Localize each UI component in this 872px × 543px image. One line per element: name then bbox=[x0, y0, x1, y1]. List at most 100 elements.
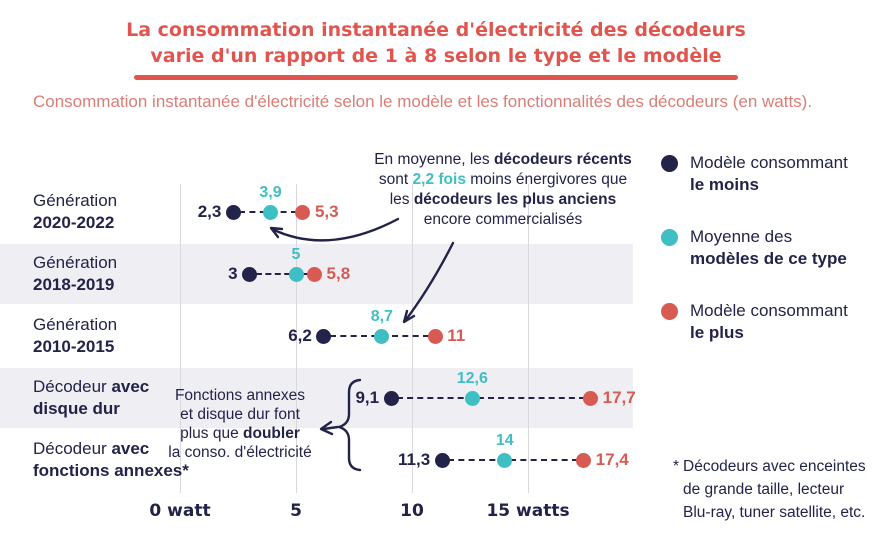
text-segment: En moyenne, les bbox=[374, 151, 494, 168]
legend-label: Moyenne des modèles de ce type bbox=[690, 226, 847, 270]
annotation-line: plus que doubler bbox=[156, 424, 324, 443]
text-segment: décodeurs les plus anciens bbox=[413, 191, 617, 208]
max-value-label: 5,8 bbox=[326, 264, 351, 283]
min-value-label: 2,3 bbox=[197, 202, 222, 221]
footnote-line: Blu-ray, tuner satellite, etc. bbox=[683, 504, 866, 521]
text-segment: Génération bbox=[33, 191, 118, 210]
min-value-label: 9,1 bbox=[355, 388, 380, 407]
avg-dot bbox=[374, 328, 390, 344]
legend-item: Moyenne des modèles de ce type bbox=[661, 226, 847, 270]
row-label-line: Décodeur avec bbox=[33, 376, 149, 398]
avg-value-label: 14 bbox=[495, 432, 514, 449]
text-segment: 2018-2019 bbox=[33, 275, 115, 294]
max-dot bbox=[583, 390, 599, 406]
annotation-line: En moyenne, les décodeurs récents bbox=[353, 150, 653, 170]
min-value-label: 6,2 bbox=[288, 326, 312, 345]
range-connector bbox=[397, 397, 585, 399]
avg-value-label: 3,9 bbox=[259, 184, 282, 201]
row-label-line: fonctions annexes* bbox=[33, 460, 189, 482]
legend-label-line2: le moins bbox=[690, 175, 759, 194]
legend-label: Modèle consommant le moins bbox=[690, 152, 848, 196]
arrow-to-recent-avg-dot-head bbox=[269, 226, 284, 239]
max-value-label: 5,3 bbox=[314, 202, 339, 221]
row-label-line: 2018-2019 bbox=[33, 274, 117, 296]
range-connector bbox=[448, 459, 578, 461]
text-segment: la conso. d'électricité bbox=[168, 444, 312, 461]
legend-label-line1: Modèle consommant bbox=[690, 301, 848, 320]
text-segment: Génération bbox=[33, 253, 118, 272]
text-segment: Décodeur bbox=[33, 439, 112, 458]
legend-item: Modèle consommant le moins bbox=[661, 152, 848, 196]
avg-dot bbox=[262, 204, 278, 220]
legend-label-line1: Modèle consommant bbox=[690, 153, 848, 172]
text-segment: Génération bbox=[33, 315, 118, 334]
text-segment: et disque dur font bbox=[180, 406, 300, 423]
max-dot bbox=[307, 266, 323, 282]
gridline bbox=[180, 184, 181, 493]
text-segment: décodeurs récents bbox=[493, 151, 632, 168]
text-segment: 2,2 fois bbox=[412, 171, 466, 188]
annotation-line: les décodeurs les plus anciens bbox=[353, 190, 653, 210]
coral-legend-dot-icon bbox=[661, 303, 678, 320]
axis-tick-label: 10 bbox=[400, 501, 424, 521]
max-dot bbox=[295, 204, 311, 220]
text-segment: Décodeur bbox=[33, 377, 112, 396]
row-label-line: 2020-2022 bbox=[33, 212, 117, 234]
title-line2: varie d'un rapport de 1 à 8 selon le typ… bbox=[150, 45, 722, 67]
annotation-line: et disque dur font bbox=[156, 405, 324, 424]
row-label: Génération 2010-2015 bbox=[33, 314, 117, 358]
page-title: La consommation instantanée d'électricit… bbox=[0, 17, 872, 69]
gridline bbox=[528, 184, 529, 493]
navy-legend-dot-icon bbox=[661, 155, 678, 172]
text-segment: avec bbox=[111, 377, 150, 396]
text-segment: plus que bbox=[180, 425, 244, 442]
min-dot bbox=[242, 266, 258, 282]
footnote-marker: * bbox=[673, 458, 680, 475]
text-segment: sont bbox=[378, 171, 413, 188]
chart-subtitle: Consommation instantanée d'électricité s… bbox=[33, 92, 813, 111]
text-segment: disque dur bbox=[33, 399, 120, 418]
legend-label-line2: modèles de ce type bbox=[690, 249, 847, 268]
axis-tick-label: 0 watt bbox=[149, 501, 211, 521]
max-dot bbox=[576, 452, 592, 468]
row-label: Décodeur avec disque dur bbox=[33, 376, 149, 420]
max-value-label: 17,7 bbox=[602, 388, 636, 407]
annotation-line: Fonctions annexes bbox=[156, 386, 324, 405]
legend-label-line1: Moyenne des bbox=[690, 227, 793, 246]
text-segment: moins énergivores que bbox=[465, 171, 628, 188]
annotation-line: sont 2,2 fois moins énergivores que bbox=[353, 170, 653, 190]
teal-legend-dot-icon bbox=[661, 229, 678, 246]
footnote-line: * Décodeurs avec enceintes bbox=[673, 455, 872, 478]
row-label: Décodeur avec fonctions annexes* bbox=[33, 438, 189, 482]
avg-dot bbox=[288, 266, 304, 282]
avg-value-label: 12,6 bbox=[456, 370, 488, 387]
min-value-label: 11,3 bbox=[398, 450, 431, 469]
avg-value-label: 5 bbox=[291, 246, 301, 263]
footnote-line: de grande taille, lecteur bbox=[683, 481, 845, 498]
avg-dot bbox=[464, 390, 480, 406]
max-value-label: 11 bbox=[447, 326, 466, 345]
legend-label-line2: le plus bbox=[690, 323, 744, 342]
row-label-line: Décodeur avec bbox=[33, 438, 189, 460]
row-label: Génération 2020-2022 bbox=[33, 190, 117, 234]
row-label-line: Génération bbox=[33, 190, 117, 212]
min-dot bbox=[316, 328, 332, 344]
text-segment: fonctions annexes* bbox=[33, 461, 189, 480]
gridline bbox=[412, 184, 413, 493]
max-dot bbox=[427, 328, 443, 344]
gridline bbox=[296, 184, 297, 493]
annotation-features-double: Fonctions annexes et disque dur font plus … bbox=[156, 386, 324, 462]
row-label-line: 2010-2015 bbox=[33, 336, 117, 358]
max-value-label: 17,4 bbox=[595, 450, 629, 469]
annotation-recent-decoders: En moyenne, les décodeurs récents sont 2,… bbox=[353, 150, 653, 230]
min-dot bbox=[434, 452, 450, 468]
min-dot bbox=[383, 390, 399, 406]
min-dot bbox=[225, 204, 241, 220]
min-value-label: 3 bbox=[228, 264, 238, 283]
axis-tick-label: 5 bbox=[290, 501, 302, 521]
text-segment: 2010-2015 bbox=[33, 337, 115, 356]
avg-value-label: 8,7 bbox=[370, 308, 393, 325]
text-segment: 2020-2022 bbox=[33, 213, 115, 232]
range-connector bbox=[255, 273, 309, 275]
